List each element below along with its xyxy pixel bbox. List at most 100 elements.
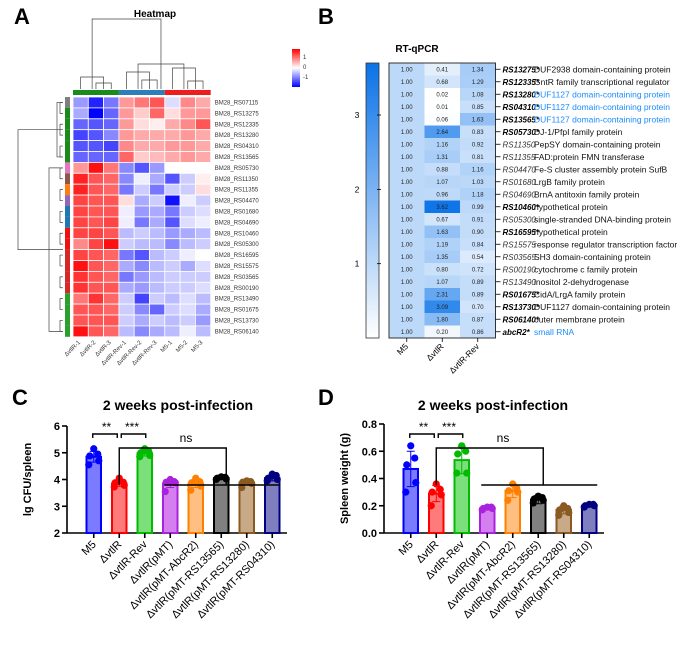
heatmap-cell [164,325,181,338]
heatmap-cell [118,314,135,327]
data-point [407,442,415,450]
heatmap-cell [164,161,181,174]
column-group-2 [164,90,211,95]
rtqpcr-cell [424,163,460,176]
heatmap-cell [164,129,181,141]
heatmap-cell [164,194,181,207]
heatmap-cell [164,227,181,240]
heatmap-cell [194,161,212,174]
heatmap-cell [87,281,105,294]
heatmap-cell [103,140,120,152]
heatmap-cell [118,216,135,229]
heatmap-cell [72,281,89,294]
cell-value: 0.89 [472,292,484,298]
x-tick-label: M5 [397,539,416,558]
heatmap-cell [149,129,166,141]
cell-value: 1.16 [472,167,484,173]
row-label: BM28_RS13565 [215,155,260,161]
heatmap-cell [118,281,135,294]
heatmap-cell [194,303,212,316]
gene-description: outer membrane protein [534,314,625,324]
y-tick-label: 3 [54,501,60,513]
cell-value: 0.06 [436,117,448,123]
heatmap-cell [164,140,181,152]
data-point [463,469,471,477]
gene-id: RS03565 [503,253,537,262]
cell-value: 1.80 [436,317,448,323]
color-scale-gradient [365,62,380,339]
heatmap-cell [118,96,135,109]
row-label: BM28_RS00190 [215,286,260,292]
heatmap-cell [87,183,105,196]
gene-id: RS15575 [503,240,537,249]
column-label: M5 [395,341,411,357]
row-group-swatch [65,260,70,272]
cell-value: 1.00 [401,180,413,186]
data-point [534,492,542,500]
column-label: ΔvtlR-Rev [447,341,482,376]
data-point [402,488,410,496]
color-legend-tick: -1 [303,75,309,81]
cell-value: 1.29 [472,80,484,86]
heatmap-cell [133,140,150,152]
row-label: BM28_RS01680 [215,210,260,216]
color-legend-bar [292,49,300,87]
column-labels: M5 ΔvtlR ΔvtlR-Rev [395,338,482,375]
row-group-swatch [65,173,70,185]
row-group-swatch [65,162,70,174]
heatmap-title: Heatmap [134,9,176,20]
heatmap-cell [133,227,150,240]
cell-value: 1.00 [401,142,413,148]
y-tick-label: 0.8 [362,419,377,431]
heatmap-cell [194,183,212,196]
heatmap-cell [194,281,212,294]
heatmap-cell [164,292,181,305]
heatmap-cell [179,249,196,261]
rtqpcr-cell [460,200,496,213]
row-label: BM28_RS11350 [215,177,259,183]
heatmap-cell [149,227,166,240]
cell-value: 0.01 [436,105,448,111]
heatmap-cell [149,216,166,229]
row-group-bar [65,97,70,337]
cell-value: 1.00 [401,230,413,236]
heatmap-cell [179,314,196,327]
panel-d-spleen-weight-chart: 2 weeks post-infection 0.0 0.2 0.4 0.6 0.8 Sp… [339,397,604,621]
rtqpcr-cell [424,150,460,163]
rtqpcr-cell [460,288,496,301]
heatmap-cell [103,151,120,163]
row-label: BM28_RS16595 [215,253,260,259]
gene-description: single-stranded DNA-binding protein [534,214,671,224]
heatmap-cell [103,249,120,261]
rtqpcr-cell [424,175,460,188]
heatmap-cell [149,314,166,327]
heatmap-cell [103,183,120,196]
heatmap-cell [133,107,150,120]
cell-value: 0.96 [436,192,448,198]
gene-id: RS11355 [503,153,536,162]
heatmap-cell [194,96,212,109]
data-point [187,486,195,494]
heatmap-cell [87,172,105,185]
heatmap-cell [149,151,166,163]
heatmap-cell [103,325,120,338]
row-group-swatch [65,206,70,217]
gene-id: RS16595* [503,228,540,237]
cell-value: 0.02 [436,92,448,98]
heatmap-cell [133,314,150,327]
data-point [403,461,411,469]
rtqpcr-cell [460,63,496,76]
gene-id: RS11350 [503,140,536,149]
gene-description: FAD:protein FMN transferase [534,152,645,162]
bar [111,482,128,535]
rtqpcr-cell [424,100,460,113]
cell-value: 1.00 [401,105,413,111]
heatmap-cell [164,107,181,120]
heatmap-cell [133,118,150,131]
heatmap-cell [149,249,166,261]
row-group-swatch [65,97,70,108]
gene-description: GntR family transcriptional regulator [534,77,670,87]
heatmap-cell [149,325,166,338]
cell-value: 1.00 [401,130,413,136]
